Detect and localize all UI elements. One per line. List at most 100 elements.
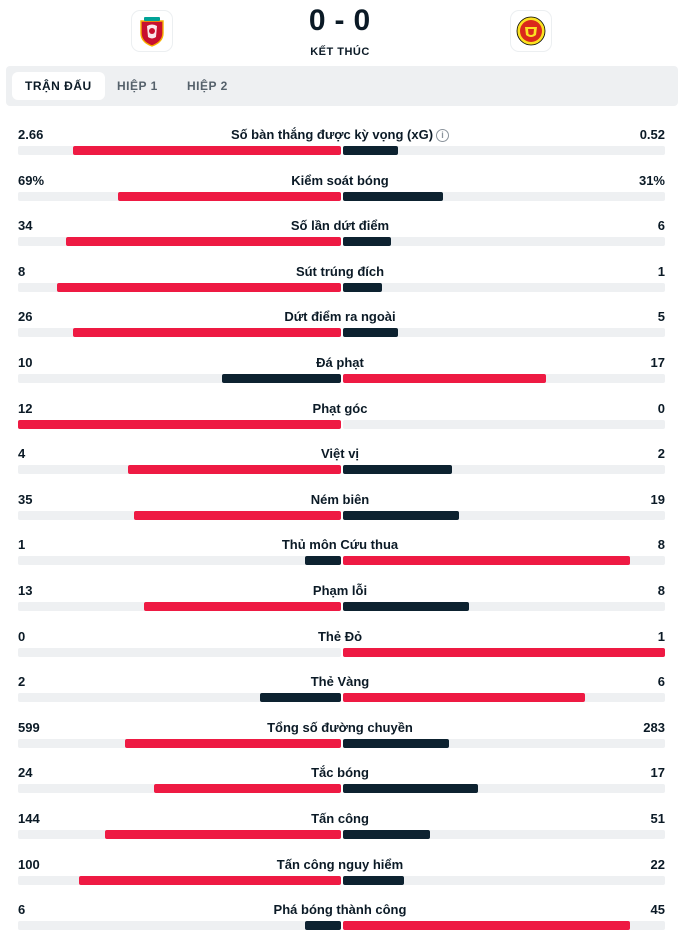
away-stat-value: 2 bbox=[657, 446, 665, 462]
away-stat-bar bbox=[343, 647, 665, 657]
stat-row: 144 Tấn công 51 bbox=[0, 807, 680, 853]
home-stat-track bbox=[18, 373, 341, 383]
stat-label-text: Phạt góc bbox=[312, 400, 368, 416]
away-stat-value: 6 bbox=[657, 218, 665, 234]
home-stat-bar bbox=[153, 784, 341, 794]
home-stat-bar bbox=[56, 282, 341, 292]
home-stat-bar bbox=[305, 556, 341, 566]
away-stat-bar bbox=[343, 556, 630, 566]
stat-label-text: Thẻ Vàng bbox=[310, 674, 370, 690]
away-stat-track bbox=[343, 829, 665, 839]
away-stat-bar bbox=[343, 328, 398, 338]
away-stat-bar bbox=[343, 373, 546, 383]
away-stat-bar bbox=[343, 921, 630, 931]
home-stat-bar bbox=[221, 373, 341, 383]
home-stat-value: 34 bbox=[18, 218, 33, 234]
home-stat-value: 2 bbox=[18, 674, 26, 690]
away-stat-bar bbox=[343, 875, 405, 885]
away-stat-value: 5 bbox=[657, 309, 665, 325]
stat-label: Tắc bóng bbox=[140, 765, 540, 780]
stat-row: 2.66 Số bàn thắng được kỳ vọng (xG) i 0.52 bbox=[0, 123, 680, 169]
stat-row: 1 Thủ môn Cứu thua 8 bbox=[0, 533, 680, 579]
away-stat-bar bbox=[343, 738, 450, 748]
away-stat-track bbox=[343, 191, 665, 201]
home-stat-track bbox=[18, 738, 341, 748]
away-stat-track bbox=[343, 146, 665, 155]
stat-row: 2 Thẻ Vàng 6 bbox=[0, 670, 680, 716]
home-stat-value: 24 bbox=[18, 765, 33, 781]
away-stat-track bbox=[343, 373, 665, 383]
home-stat-bar bbox=[134, 510, 341, 520]
away-stat-track bbox=[343, 738, 665, 748]
away-stat-track bbox=[343, 556, 665, 566]
home-stat-value: 10 bbox=[18, 354, 33, 370]
stat-label-text: Kiểm soát bóng bbox=[291, 172, 389, 188]
home-team-logo[interactable] bbox=[132, 11, 172, 51]
stat-row: 6 Phá bóng thành công 45 bbox=[0, 898, 680, 944]
home-stat-value: 26 bbox=[18, 309, 33, 325]
info-icon[interactable]: i bbox=[436, 129, 450, 142]
stat-label-text: Tấn công bbox=[311, 810, 369, 826]
stat-row: 24 Tắc bóng 17 bbox=[0, 761, 680, 807]
home-stat-track bbox=[18, 419, 341, 429]
tab-match[interactable]: TRẬN ĐẤU bbox=[12, 72, 105, 100]
stat-label: Dứt điểm ra ngoài bbox=[140, 309, 540, 324]
stat-row: 8 Sút trúng đích 1 bbox=[0, 260, 680, 306]
home-stat-value: 599 bbox=[18, 719, 40, 735]
away-stat-value: 8 bbox=[657, 582, 665, 598]
away-stat-bar bbox=[343, 693, 585, 703]
home-stat-bar bbox=[143, 601, 341, 611]
home-stat-value: 35 bbox=[18, 491, 33, 507]
stat-label-text: Tấn công nguy hiểm bbox=[276, 856, 404, 872]
away-score: 0 bbox=[353, 4, 372, 37]
home-stat-value: 100 bbox=[18, 856, 40, 872]
stat-row: 26 Dứt điểm ra ngoài 5 bbox=[0, 305, 680, 351]
stat-label-text: Số lần dứt điểm bbox=[290, 218, 390, 234]
stat-label-text: Sút trúng đích bbox=[295, 263, 385, 279]
away-team-logo[interactable] bbox=[511, 11, 551, 51]
away-stat-track bbox=[343, 921, 665, 931]
home-stat-bar bbox=[79, 875, 341, 885]
home-stat-value: 12 bbox=[18, 400, 33, 416]
stat-label: Thẻ Vàng bbox=[140, 674, 540, 689]
stat-row: 69% Kiểm soát bóng 31% bbox=[0, 169, 680, 215]
stat-label: Ném biên bbox=[140, 492, 540, 507]
stat-label-text: Tổng số đường chuyền bbox=[267, 719, 413, 735]
home-stat-bar bbox=[66, 237, 341, 247]
away-stat-bar bbox=[343, 282, 382, 292]
stats-list: 2.66 Số bàn thắng được kỳ vọng (xG) i 0.52 6… bbox=[0, 123, 680, 944]
home-stat-track bbox=[18, 556, 341, 566]
stat-label-text: Dứt điểm ra ngoài bbox=[284, 309, 396, 325]
away-stat-track bbox=[343, 647, 665, 657]
away-stat-value: 283 bbox=[643, 719, 665, 735]
stat-label-text: Đá phạt bbox=[316, 354, 364, 370]
stat-row: 34 Số lần dứt điểm 6 bbox=[0, 214, 680, 260]
home-stat-value: 1 bbox=[18, 537, 26, 553]
away-stat-value: 1 bbox=[657, 628, 665, 644]
stat-label: Tổng số đường chuyền bbox=[140, 720, 540, 735]
stat-label: Số bàn thắng được kỳ vọng (xG) i bbox=[140, 127, 540, 142]
period-tabs: TRẬN ĐẤU HIỆP 1 HIỆP 2 bbox=[6, 66, 678, 106]
score-separator: - bbox=[334, 4, 346, 37]
home-stat-track bbox=[18, 328, 341, 338]
stat-label-text: Số bàn thắng được kỳ vọng (xG) bbox=[230, 127, 434, 142]
home-stat-track bbox=[18, 875, 341, 885]
away-stat-track bbox=[343, 419, 665, 429]
stat-row: 4 Việt vị 2 bbox=[0, 442, 680, 488]
away-stat-bar bbox=[343, 237, 392, 247]
home-stat-value: 6 bbox=[18, 902, 26, 918]
home-stat-bar bbox=[72, 328, 341, 338]
stat-label-text: Thẻ Đỏ bbox=[317, 628, 363, 644]
tab-first-half[interactable]: HIỆP 1 bbox=[117, 79, 158, 93]
away-stat-bar bbox=[343, 510, 459, 520]
stat-label-text: Ném biên bbox=[310, 491, 370, 507]
tab-second-half[interactable]: HIỆP 2 bbox=[187, 79, 228, 93]
home-stat-track bbox=[18, 465, 341, 475]
home-stat-value: 144 bbox=[18, 810, 40, 826]
home-stat-value: 2.66 bbox=[18, 127, 44, 142]
stat-label-text: Phá bóng thành công bbox=[273, 902, 407, 918]
home-stat-track bbox=[18, 237, 341, 247]
away-stat-value: 45 bbox=[650, 902, 665, 918]
stat-label: Tấn công nguy hiểm bbox=[140, 857, 540, 872]
stat-label-text: Việt vị bbox=[320, 446, 360, 462]
